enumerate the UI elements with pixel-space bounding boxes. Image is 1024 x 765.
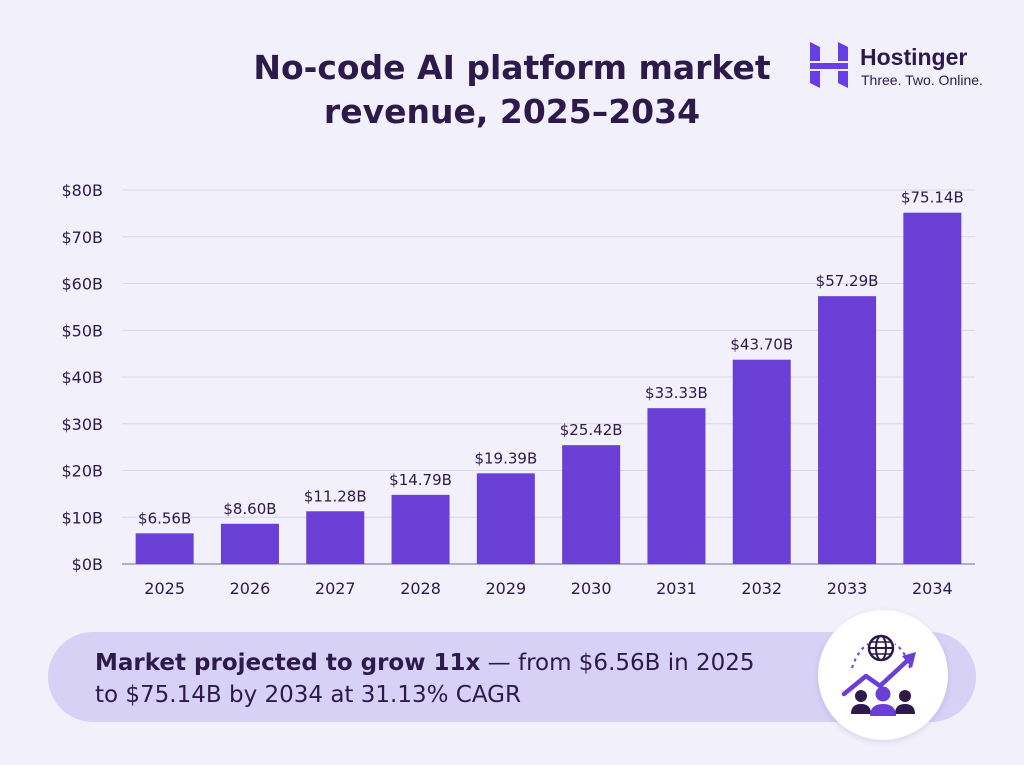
bar-chart: $0B $10B $20B $30B $40B $50B $60B $70B $80B $6.56… [61,181,975,598]
bar [818,296,877,564]
summary-text: Market projected to grow 11x — from $6.5… [95,647,795,711]
summary-bold: Market projected to grow 11x [95,650,481,676]
data-label: $57.29B [816,272,879,290]
hostinger-logo: Hostinger Three. Two. Online. [806,40,986,94]
y-tick-label: $40B [61,368,103,387]
hostinger-logo-icon [810,42,848,88]
y-tick-label: $20B [61,462,103,481]
x-tick-label: 2028 [400,579,441,598]
bar [306,511,365,564]
y-tick-label: $30B [61,415,103,434]
data-label: $75.14B [901,189,964,207]
data-label: $14.79B [389,471,452,489]
x-tick-label: 2034 [912,579,953,598]
bar [732,359,791,564]
data-label: $11.28B [304,487,367,505]
bar [135,533,194,564]
chart-title: No-code AI platform market revenue, 2025… [0,46,1024,134]
data-label: $19.39B [474,449,537,467]
data-label: $43.70B [730,336,793,354]
brand-tagline: Three. Two. Online. [861,72,983,88]
y-tick-label: $10B [61,508,103,527]
brand-name: Hostinger [860,44,968,70]
chart-title-line2: revenue, 2025–2034 [323,92,701,131]
summary-rest-line1: — from $6.56B in 2025 [480,650,755,676]
bar [220,523,279,564]
data-label: $8.60B [223,500,276,518]
x-tick-label: 2025 [144,579,185,598]
x-tick-label: 2032 [741,579,782,598]
x-tick-label: 2030 [571,579,612,598]
x-tick-label: 2033 [827,579,868,598]
bar [562,445,621,564]
data-label: $25.42B [560,421,623,439]
y-tick-label: $70B [61,228,103,247]
data-label: $33.33B [645,384,708,402]
bar [903,212,962,564]
y-tick-label: $60B [61,275,103,294]
x-tick-label: 2029 [485,579,526,598]
bar [391,494,450,564]
chart-title-line1: No-code AI platform market [253,48,771,87]
growth-network-icon [818,610,948,740]
x-tick-label: 2031 [656,579,697,598]
y-tick-label: $80B [61,181,103,200]
summary-line2: to $75.14B by 2034 at 31.13% CAGR [95,682,521,708]
y-tick-label: $50B [61,321,103,340]
x-tick-label: 2026 [230,579,271,598]
bar [476,473,535,564]
bar [647,408,706,564]
y-tick-label: $0B [72,555,103,574]
x-tick-label: 2027 [315,579,356,598]
data-label: $6.56B [138,509,191,527]
